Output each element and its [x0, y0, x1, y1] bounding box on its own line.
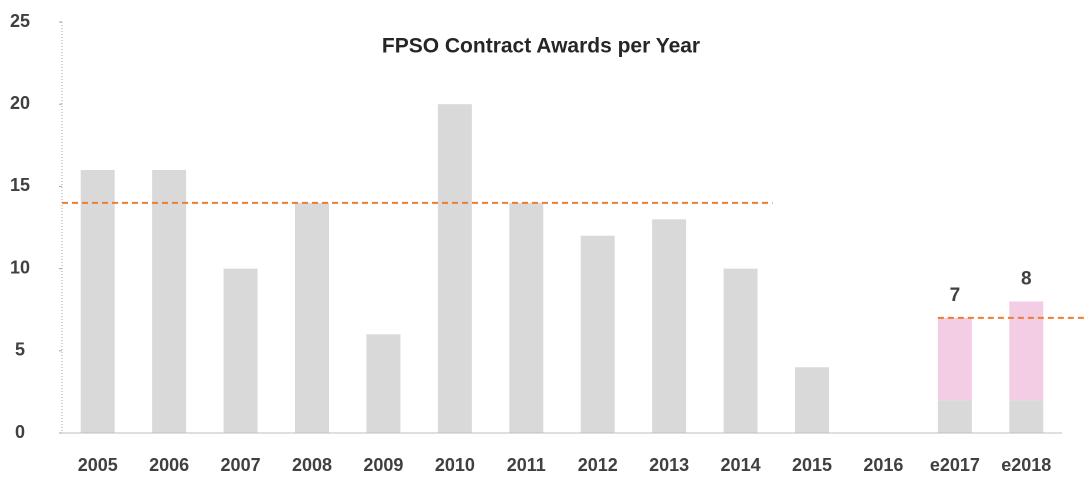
chart-title: FPSO Contract Awards per Year [382, 35, 700, 58]
x-tick-label: 2015 [792, 455, 832, 475]
bar-segment [152, 169, 187, 433]
bar-segment [795, 367, 829, 433]
bar-segment [80, 169, 115, 433]
x-tick-label: 2006 [149, 455, 189, 475]
bar-segment [937, 317, 972, 401]
bar-segment [295, 202, 329, 433]
y-tick-label: 0 [15, 422, 25, 442]
x-tick-label: 2008 [292, 455, 332, 475]
data-label: 8 [1021, 268, 1032, 289]
x-tick-label: e2017 [930, 455, 980, 475]
x-tick-label: 2012 [578, 455, 618, 475]
x-tick-label: 2009 [363, 455, 403, 475]
data-label: 7 [950, 285, 961, 306]
x-tick-label: e2018 [1001, 455, 1051, 475]
x-tick-label: 2013 [649, 455, 689, 475]
bar-segment [1009, 400, 1044, 433]
y-tick-label: 15 [10, 175, 30, 195]
bar-segment [723, 268, 758, 433]
x-tick-label: 2014 [721, 455, 761, 475]
bar-segment [223, 268, 258, 433]
bar-segment [1009, 301, 1044, 401]
x-tick-label: 2005 [78, 455, 118, 475]
bar-segment [366, 334, 401, 433]
y-tick-label: 10 [10, 257, 30, 277]
x-tick-label: 2010 [435, 455, 475, 475]
bar-segment [437, 104, 472, 433]
bar-segment [509, 202, 544, 433]
x-tick-label: 2011 [507, 455, 546, 475]
bar-segment [937, 400, 972, 433]
y-tick-label: 25 [10, 11, 30, 31]
x-tick-label: 2016 [863, 455, 903, 475]
x-tick-label: 2007 [221, 455, 261, 475]
y-tick-label: 20 [10, 93, 30, 113]
bar-segment [652, 219, 687, 433]
y-tick-label: 5 [15, 340, 25, 360]
bar-segment [580, 235, 615, 433]
